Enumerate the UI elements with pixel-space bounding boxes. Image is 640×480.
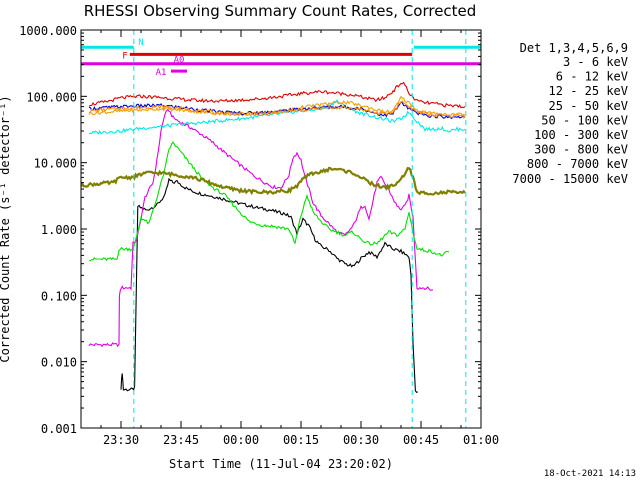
legend-entry: 6 - 12 keV	[556, 70, 628, 84]
y-tick-label: 1000.000	[19, 24, 77, 38]
legend-entry: 25 - 50 keV	[549, 99, 628, 113]
x-tick-label: 23:30	[103, 433, 139, 447]
tick-layer: 1000.000 100.000 10.000 1.000 0.100 0.010 0.00…	[19, 24, 499, 447]
date-stamp: 18-Oct-2021 14:13	[544, 469, 636, 479]
x-tick-label: 23:45	[163, 433, 199, 447]
series-line	[120, 177, 418, 393]
y-tick-label: 0.100	[41, 289, 77, 303]
series-line	[81, 166, 466, 196]
legend-entry: 12 - 25 keV	[549, 84, 628, 98]
flag-label: F	[122, 51, 127, 61]
y-axis-label: Corrected Count Rate (s⁻¹ detector⁻¹)	[0, 95, 12, 362]
y-tick-label: 0.010	[41, 356, 77, 370]
series-line	[88, 108, 434, 348]
y-tick-label: 1.000	[41, 223, 77, 237]
series-line	[88, 81, 466, 109]
legend-entry: 100 - 300 keV	[534, 128, 628, 142]
series-layer	[81, 81, 466, 393]
legend-entry: 3 - 6 keV	[563, 55, 628, 69]
y-tick-label: 0.001	[41, 422, 77, 436]
legend-entry: 50 - 100 keV	[541, 113, 628, 127]
x-tick-label: 00:30	[343, 433, 379, 447]
x-axis-label: Start Time (11-Jul-04 23:20:02)	[169, 457, 393, 471]
x-tick-label: 00:15	[283, 433, 319, 447]
legend-entry: 7000 - 15000 keV	[512, 172, 628, 186]
x-tick-label: 01:00	[463, 433, 499, 447]
legend-entry: 800 - 7000 keV	[527, 157, 628, 171]
x-tick-label: 00:00	[223, 433, 259, 447]
y-tick-label: 100.000	[26, 90, 77, 104]
y-tick-label: 10.000	[34, 157, 77, 171]
flag-label: N	[138, 38, 143, 48]
x-tick-label: 00:45	[403, 433, 439, 447]
flag-layer: N F A0 A1	[81, 30, 481, 428]
legend-header: Det 1,3,4,5,6,9	[520, 41, 628, 55]
legend-entry: 300 - 800 keV	[534, 143, 628, 157]
series-line	[88, 141, 450, 262]
flag-label: A0	[174, 56, 185, 66]
chart-title: RHESSI Observing Summary Count Rates, Co…	[84, 2, 477, 20]
series-line	[88, 100, 466, 119]
series-line	[88, 101, 466, 120]
flag-label: A1	[156, 68, 167, 78]
